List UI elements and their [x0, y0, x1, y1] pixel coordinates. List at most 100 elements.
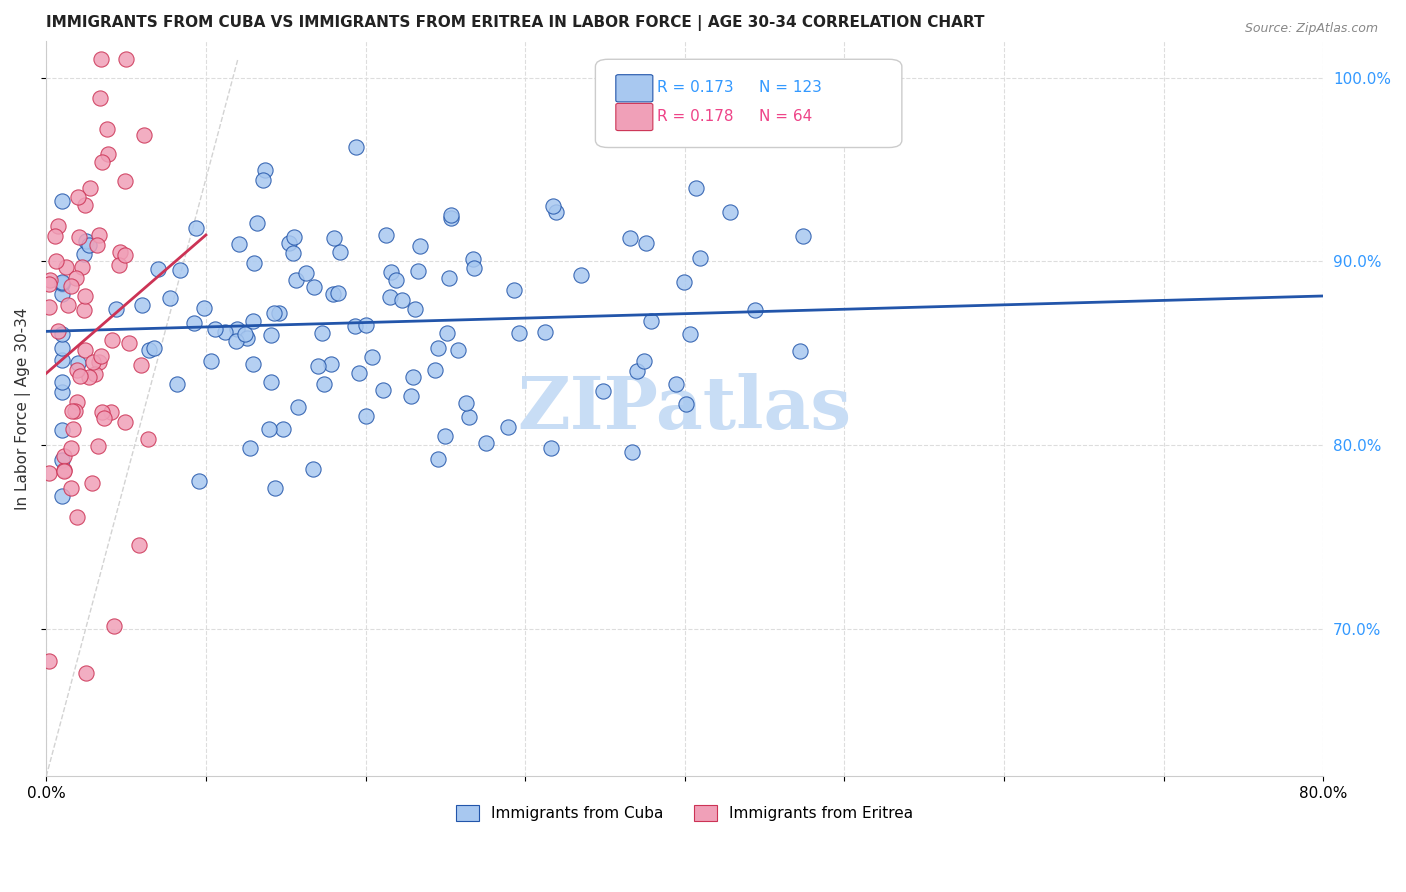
- Immigrants from Cuba: [246, 216, 269, 230]
- Immigrants from Eritrea: [89, 355, 111, 369]
- Immigrants from Cuba: [183, 316, 205, 330]
- Immigrants from Cuba: [426, 342, 449, 356]
- Immigrants from Cuba: [354, 318, 377, 332]
- Immigrants from Cuba: [540, 441, 562, 455]
- Immigrants from Cuba: [166, 377, 188, 392]
- Immigrants from Eritrea: [96, 122, 118, 136]
- Text: N = 123: N = 123: [759, 79, 821, 95]
- Immigrants from Cuba: [307, 359, 329, 373]
- Immigrants from Eritrea: [45, 254, 67, 268]
- Immigrants from Cuba: [285, 273, 308, 287]
- Immigrants from Eritrea: [38, 654, 60, 668]
- Immigrants from Eritrea: [86, 238, 108, 252]
- Immigrants from Cuba: [427, 451, 450, 466]
- Immigrants from Cuba: [685, 180, 707, 194]
- Immigrants from Cuba: [569, 268, 592, 282]
- Immigrants from Cuba: [360, 350, 382, 364]
- Immigrants from Cuba: [302, 279, 325, 293]
- Immigrants from Eritrea: [100, 405, 122, 419]
- Immigrants from Cuba: [186, 220, 208, 235]
- Immigrants from Cuba: [242, 313, 264, 327]
- Immigrants from Cuba: [260, 327, 283, 342]
- Immigrants from Eritrea: [114, 415, 136, 429]
- Immigrants from Cuba: [440, 208, 463, 222]
- Immigrants from Cuba: [269, 306, 291, 320]
- Immigrants from Eritrea: [110, 244, 132, 259]
- Immigrants from Cuba: [51, 384, 73, 399]
- Immigrants from Cuba: [314, 377, 336, 392]
- Immigrants from Cuba: [260, 375, 283, 389]
- Immigrants from Cuba: [440, 211, 463, 225]
- Immigrants from Cuba: [375, 227, 398, 242]
- Text: IMMIGRANTS FROM CUBA VS IMMIGRANTS FROM ERITREA IN LABOR FORCE | AGE 30-34 CORRE: IMMIGRANTS FROM CUBA VS IMMIGRANTS FROM …: [46, 15, 984, 31]
- Immigrants from Cuba: [344, 140, 367, 154]
- Immigrants from Cuba: [329, 245, 352, 260]
- Immigrants from Cuba: [792, 229, 814, 244]
- Immigrants from Eritrea: [39, 273, 62, 287]
- Immigrants from Cuba: [718, 204, 741, 219]
- Immigrants from Eritrea: [52, 463, 75, 477]
- Immigrants from Cuba: [228, 236, 250, 251]
- Text: N = 64: N = 64: [759, 109, 813, 124]
- Immigrants from Cuba: [233, 326, 256, 341]
- Immigrants from Cuba: [634, 236, 657, 251]
- Immigrants from Cuba: [259, 422, 281, 436]
- Immigrants from Eritrea: [136, 432, 159, 446]
- Immigrants from Cuba: [200, 354, 222, 368]
- Immigrants from Cuba: [287, 400, 309, 414]
- FancyBboxPatch shape: [616, 75, 652, 102]
- Immigrants from Eritrea: [114, 174, 136, 188]
- Immigrants from Eritrea: [82, 475, 104, 490]
- Immigrants from Eritrea: [114, 248, 136, 262]
- Immigrants from Cuba: [406, 264, 429, 278]
- Immigrants from Cuba: [475, 436, 498, 450]
- Immigrants from Cuba: [401, 389, 423, 403]
- Immigrants from Cuba: [744, 302, 766, 317]
- Immigrants from Eritrea: [66, 363, 89, 377]
- Immigrants from Cuba: [354, 409, 377, 423]
- Immigrants from Cuba: [243, 255, 266, 269]
- FancyBboxPatch shape: [616, 103, 652, 130]
- Immigrants from Cuba: [51, 276, 73, 290]
- Immigrants from Cuba: [225, 334, 247, 349]
- Immigrants from Cuba: [51, 341, 73, 355]
- Immigrants from Cuba: [619, 230, 641, 244]
- Immigrants from Eritrea: [65, 271, 87, 285]
- Immigrants from Cuba: [104, 302, 127, 317]
- Immigrants from Eritrea: [86, 439, 108, 453]
- Immigrants from Eritrea: [44, 228, 66, 243]
- Immigrants from Cuba: [621, 444, 644, 458]
- Text: Source: ZipAtlas.com: Source: ZipAtlas.com: [1244, 22, 1378, 36]
- Immigrants from Cuba: [503, 283, 526, 297]
- Immigrants from Eritrea: [66, 510, 89, 524]
- Immigrants from Cuba: [633, 354, 655, 368]
- Immigrants from Cuba: [264, 481, 287, 495]
- Immigrants from Eritrea: [129, 358, 152, 372]
- Immigrants from Cuba: [402, 370, 425, 384]
- Immigrants from Cuba: [675, 397, 697, 411]
- Immigrants from Eritrea: [75, 198, 97, 212]
- Immigrants from Eritrea: [103, 619, 125, 633]
- Immigrants from Eritrea: [70, 260, 93, 274]
- Immigrants from Eritrea: [82, 355, 104, 369]
- FancyBboxPatch shape: [595, 59, 901, 147]
- Immigrants from Cuba: [689, 251, 711, 265]
- Immigrants from Cuba: [193, 301, 215, 316]
- Immigrants from Cuba: [75, 234, 97, 248]
- Immigrants from Eritrea: [69, 368, 91, 383]
- Immigrants from Eritrea: [60, 404, 83, 418]
- Immigrants from Cuba: [138, 343, 160, 358]
- Immigrants from Cuba: [626, 364, 648, 378]
- Immigrants from Eritrea: [38, 467, 60, 481]
- Immigrants from Cuba: [159, 292, 181, 306]
- Immigrants from Cuba: [436, 326, 458, 341]
- Immigrants from Eritrea: [73, 303, 96, 318]
- Immigrants from Cuba: [343, 318, 366, 333]
- Immigrants from Eritrea: [46, 219, 69, 234]
- Immigrants from Eritrea: [97, 146, 120, 161]
- Immigrants from Eritrea: [67, 230, 90, 244]
- Immigrants from Eritrea: [101, 333, 124, 347]
- Immigrants from Cuba: [236, 331, 259, 345]
- Immigrants from Cuba: [391, 293, 413, 307]
- Immigrants from Cuba: [143, 341, 166, 355]
